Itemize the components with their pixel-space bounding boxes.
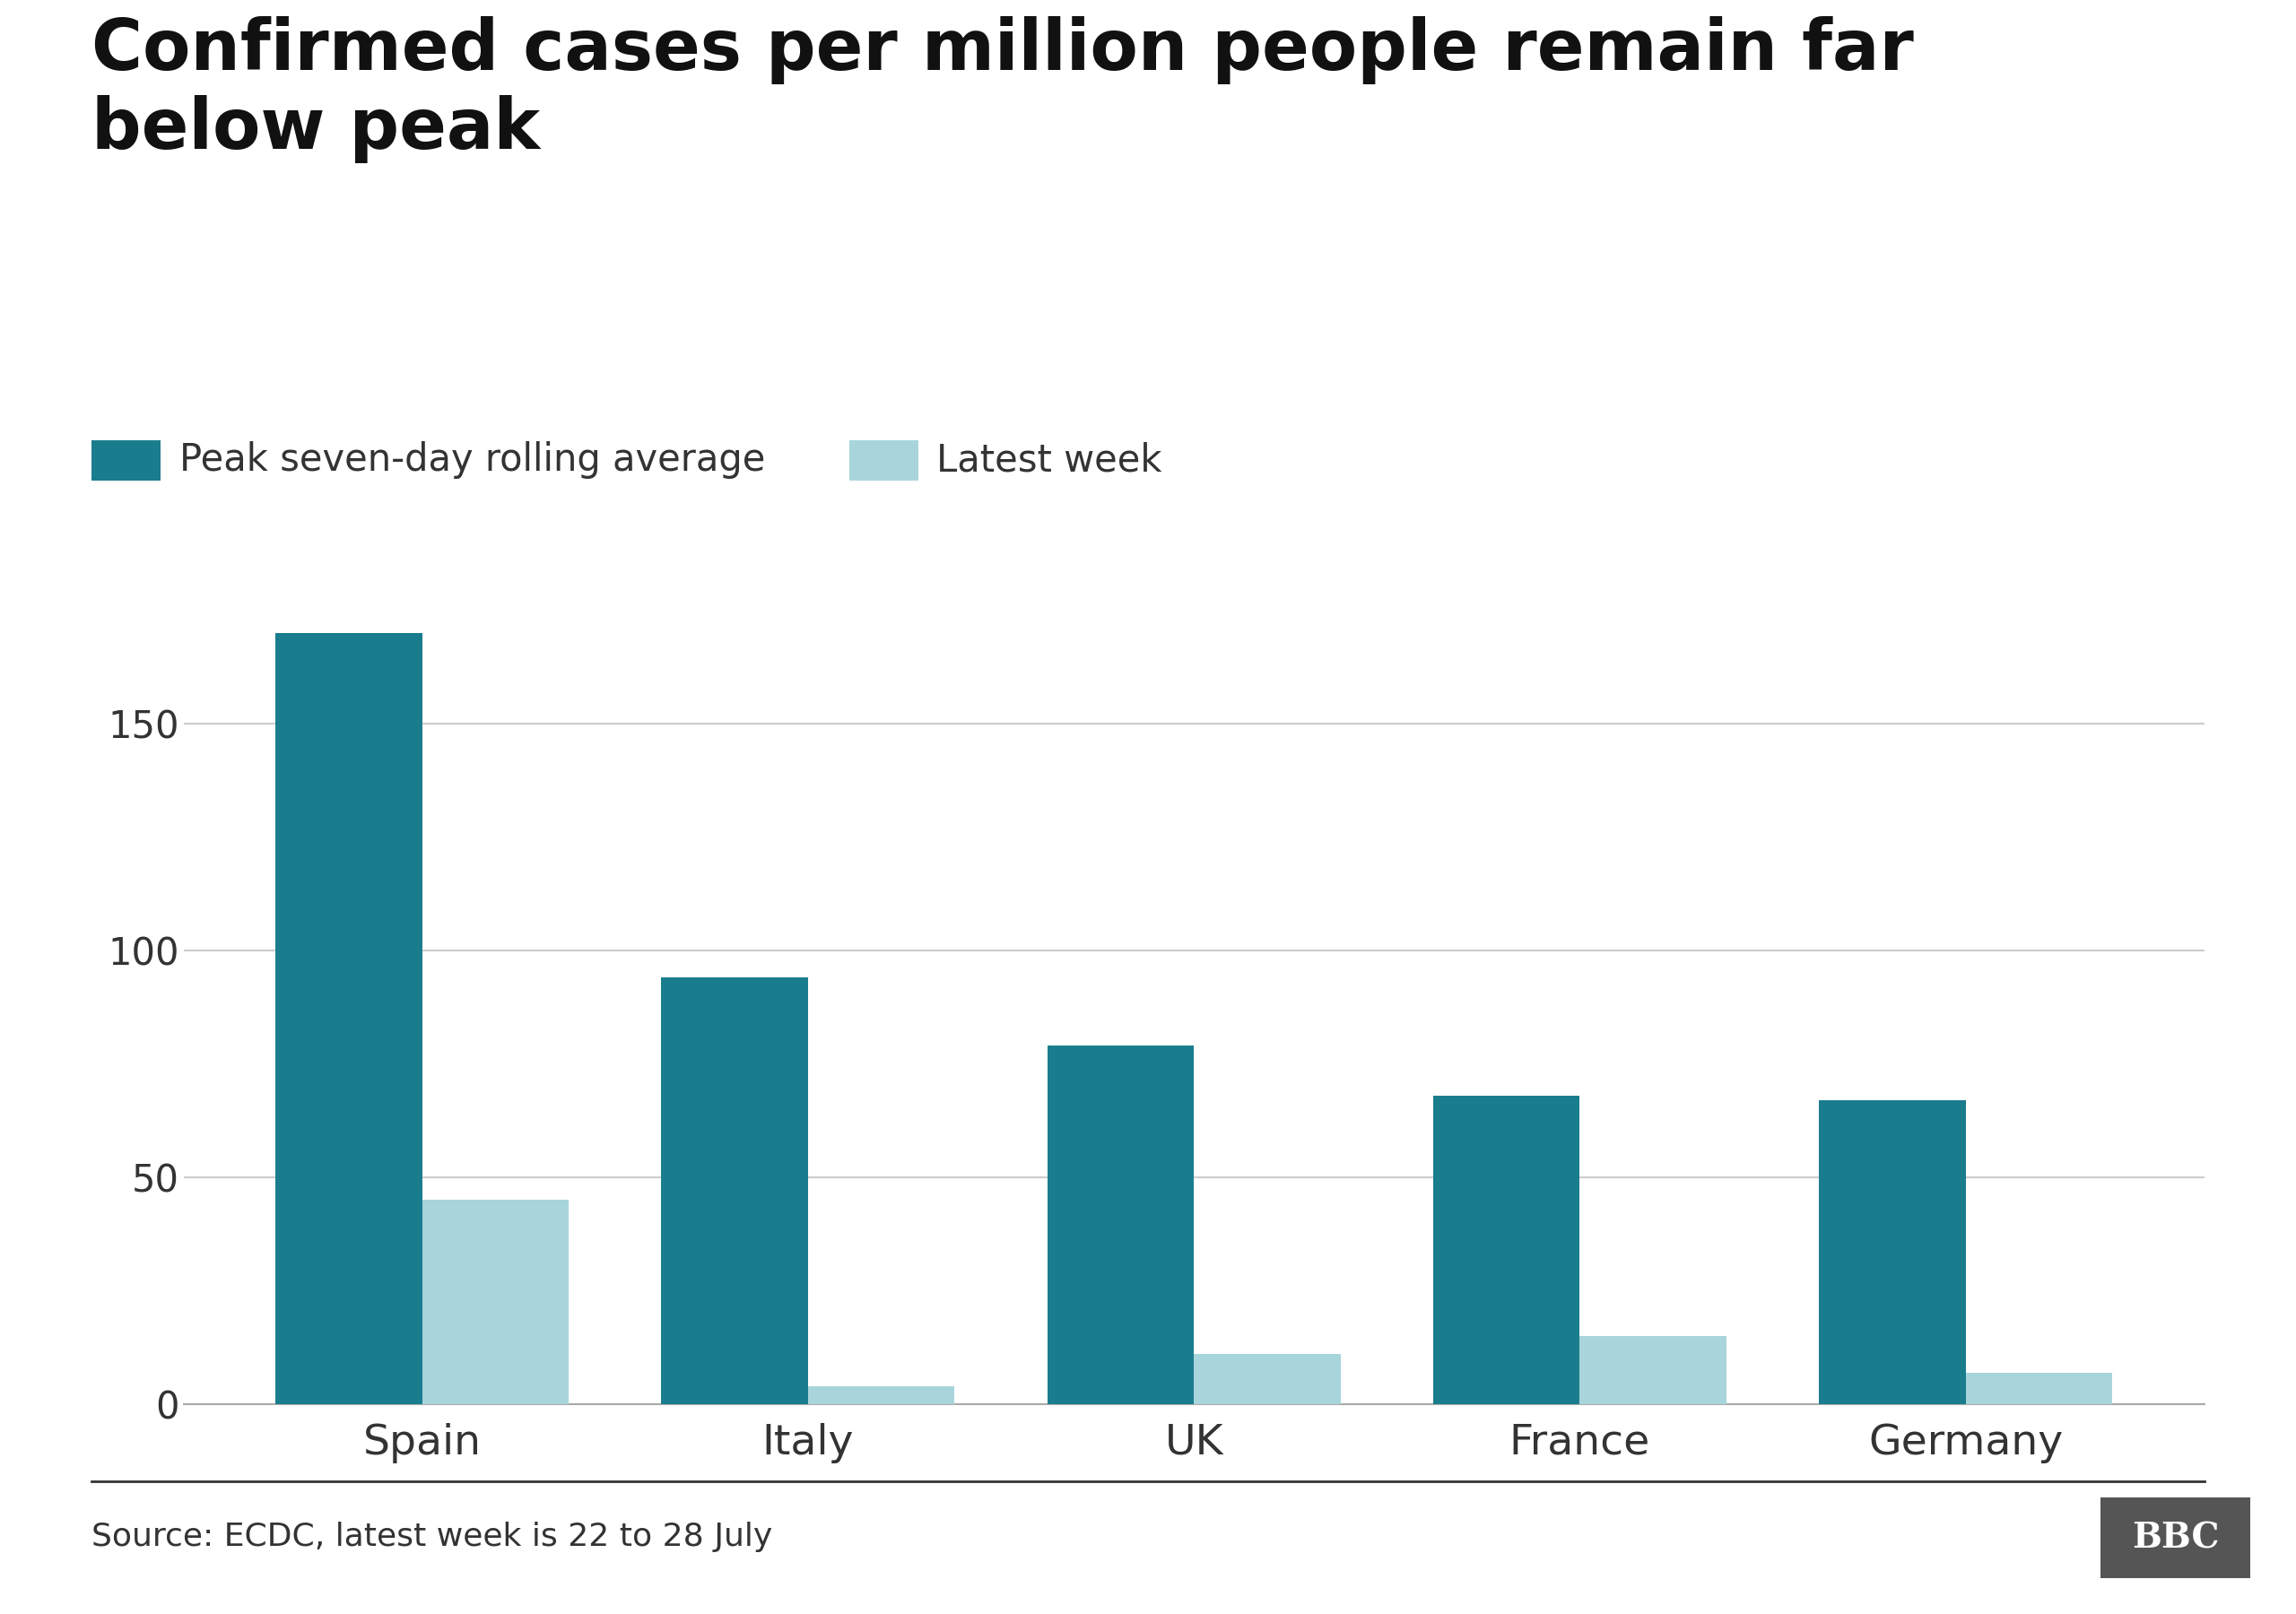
Text: Source: ECDC, latest week is 22 to 28 July: Source: ECDC, latest week is 22 to 28 Ju… <box>92 1522 774 1551</box>
Bar <box>661 978 808 1404</box>
Bar <box>1433 1096 1580 1404</box>
Bar <box>1047 1046 1194 1404</box>
Bar <box>422 1201 569 1404</box>
Bar <box>850 441 918 481</box>
Bar <box>92 441 161 481</box>
Text: Confirmed cases per million people remain far
below peak: Confirmed cases per million people remai… <box>92 16 1915 163</box>
Text: Peak seven-day rolling average: Peak seven-day rolling average <box>179 441 765 479</box>
Bar <box>1965 1372 2112 1404</box>
Bar <box>808 1386 955 1404</box>
Bar <box>1580 1336 1727 1404</box>
Bar <box>1194 1354 1341 1404</box>
Text: BBC: BBC <box>2131 1520 2220 1556</box>
Bar <box>1818 1101 1965 1404</box>
Text: Latest week: Latest week <box>937 441 1162 479</box>
Bar <box>2101 1498 2250 1578</box>
Bar <box>276 633 422 1404</box>
